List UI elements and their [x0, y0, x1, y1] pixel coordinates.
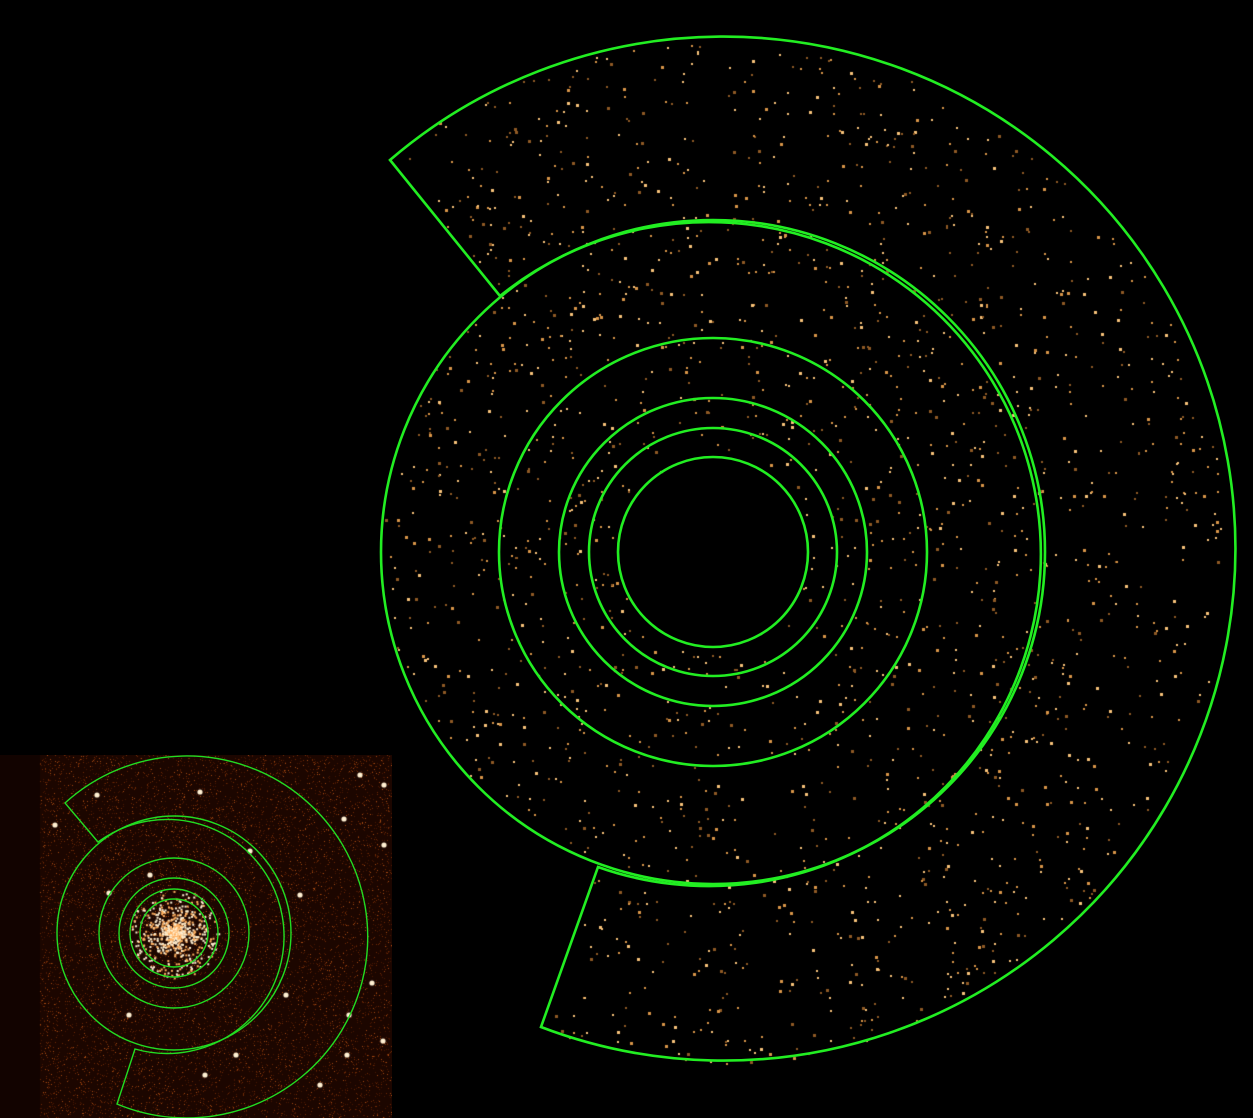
inset-annulus-ring-2 [118, 877, 230, 989]
annulus-ring-3 [497, 336, 929, 768]
inset-annulus-ring-4 [56, 815, 292, 1051]
annulus-ring-2 [557, 396, 869, 708]
inset-annulus-ring-1 [129, 888, 219, 978]
annulus-ring-4 [379, 218, 1047, 886]
annulus-ring-1 [587, 426, 839, 678]
star-cluster-image [0, 755, 392, 1118]
inset-annulus-ring-3 [98, 857, 250, 1009]
inner-exclusion-circle [616, 455, 810, 649]
inset-region-overlay [56, 755, 369, 1118]
inset-outer-partial-annulus-region [64, 755, 369, 1118]
optical-inset-panel [0, 755, 392, 1118]
outer-partial-annulus-region [388, 35, 1237, 1062]
inset-inner-circle [139, 898, 209, 968]
